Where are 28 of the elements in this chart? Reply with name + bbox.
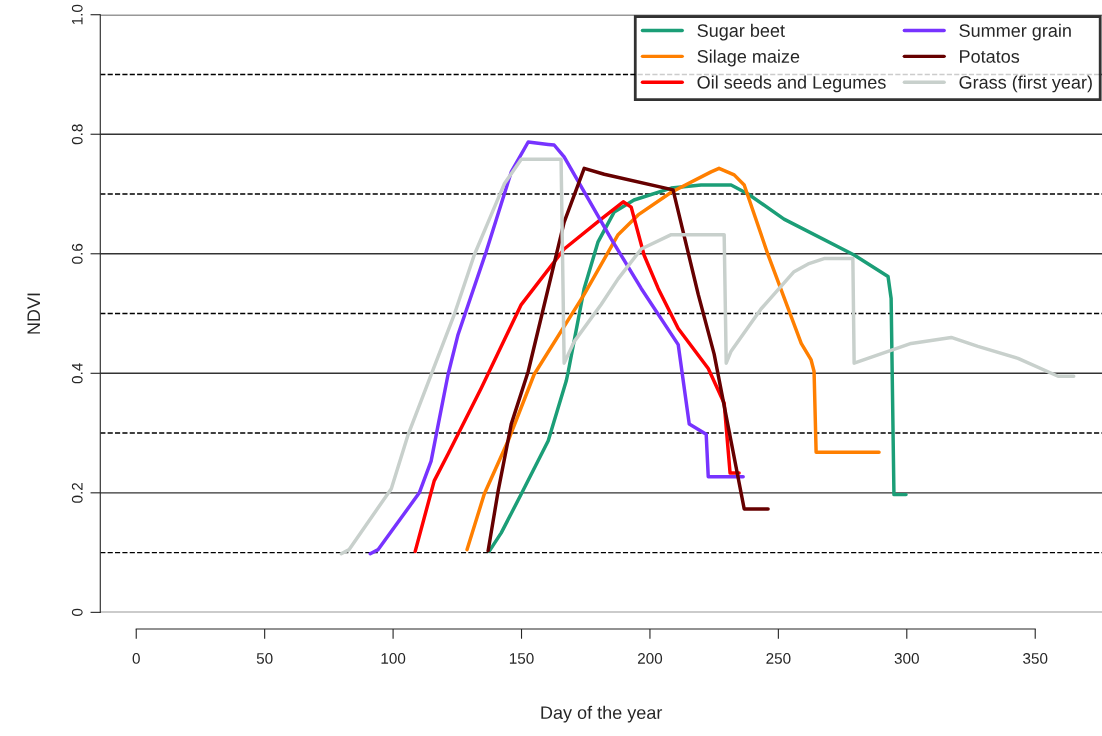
x-tick-label: 350 (1023, 653, 1048, 664)
line-series (413, 200, 741, 554)
y-tick-label: 0 (71, 608, 83, 616)
y-tick-label: 0.8 (71, 124, 83, 145)
legend-label: Silage maize (697, 49, 800, 67)
x-tick-label: 250 (766, 653, 791, 664)
x-tick-label: 50 (256, 653, 273, 664)
y-tick-label: 0.6 (71, 243, 83, 264)
x-axis-title: Day of the year (541, 705, 663, 723)
line-series (486, 166, 770, 553)
x-tick-label: 100 (381, 653, 406, 664)
y-tick-label: 0.4 (71, 363, 83, 384)
x-tick-label: 150 (509, 653, 534, 664)
line-series (339, 157, 1076, 556)
legend-label: Potatos (960, 50, 1020, 63)
line-series (487, 183, 908, 554)
legend-label: Summer grain (959, 23, 1071, 41)
line-series (368, 140, 745, 556)
legend-label: Sugar beet (697, 23, 785, 41)
y-axis-title: NDVI (27, 293, 40, 334)
x-tick-label: 200 (637, 653, 663, 664)
line-series (465, 166, 881, 552)
legend-label: Grass (first year) (959, 75, 1092, 93)
x-tick-label: 300 (894, 653, 919, 664)
x-tick-label: 0 (132, 653, 140, 664)
legend-label: Oil seeds and Legumes (697, 75, 886, 93)
y-tick-label: 0.2 (71, 482, 83, 503)
y-tick-label: 1.0 (71, 4, 83, 25)
